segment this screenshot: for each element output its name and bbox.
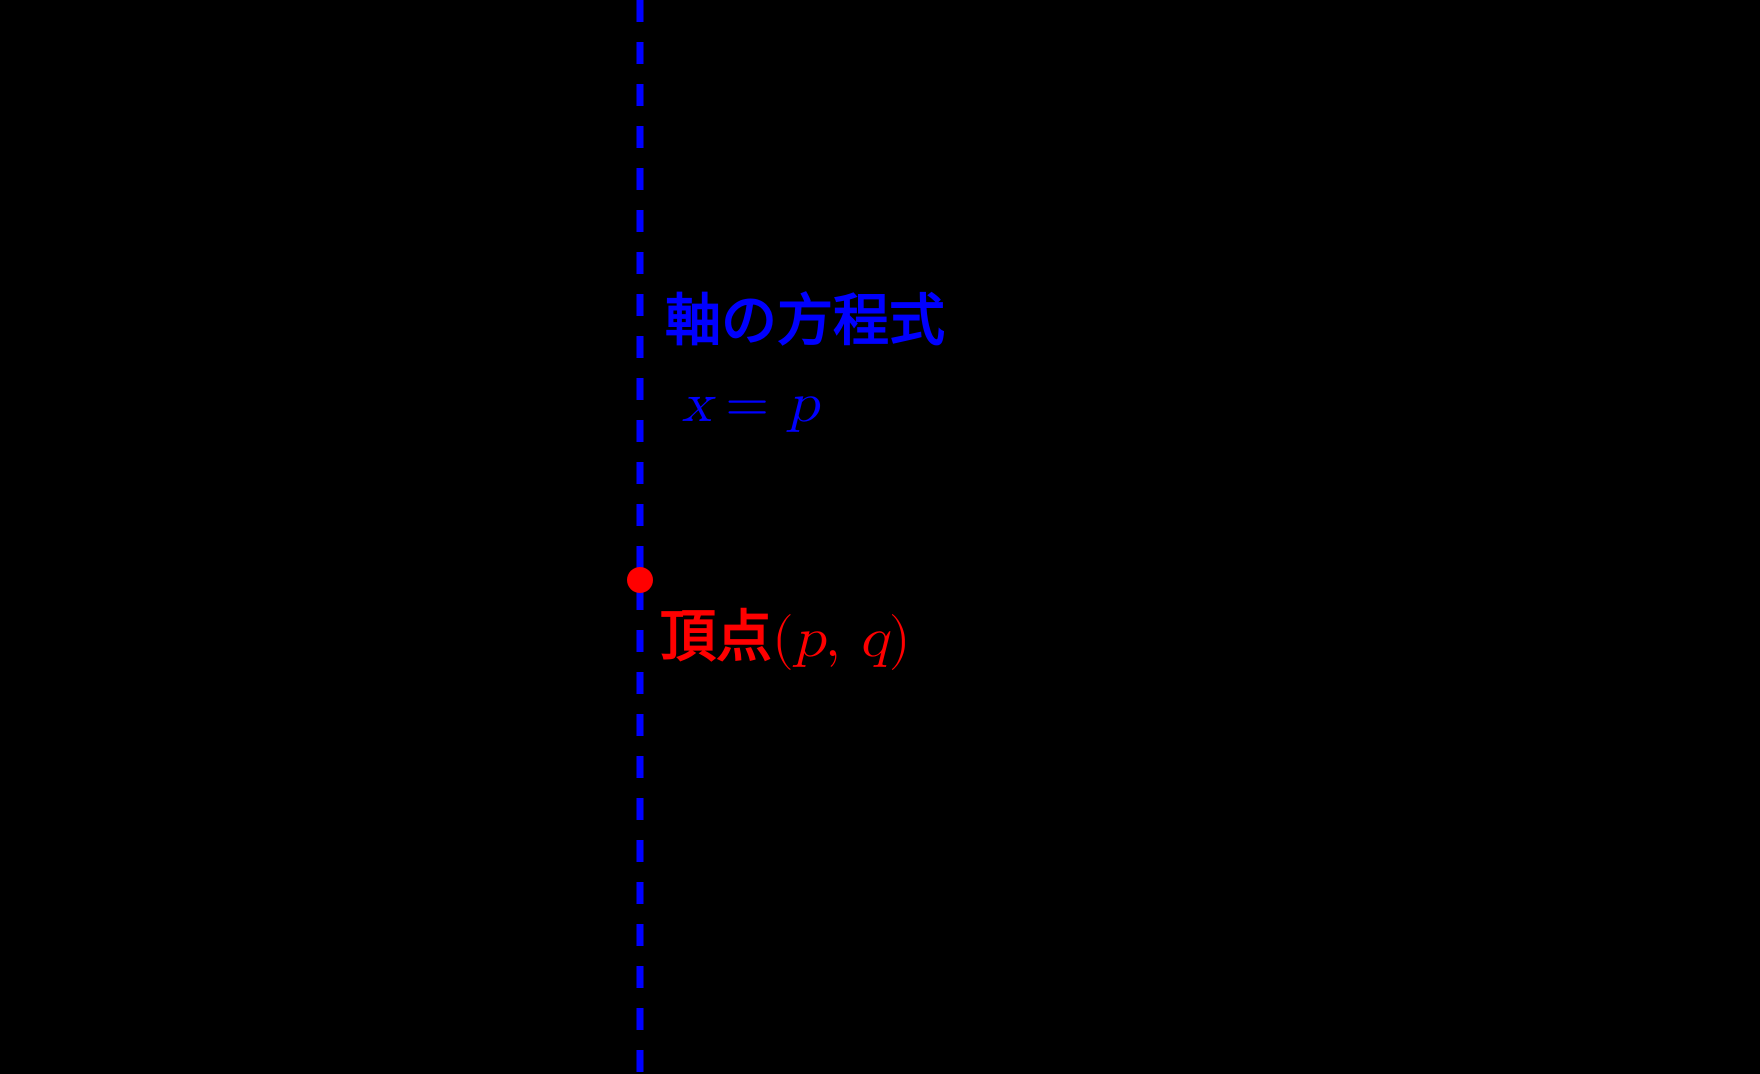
axis-equation-line1: 軸の方程式 bbox=[665, 276, 945, 357]
vertex-label-comma: , bbox=[825, 611, 859, 667]
vertex-label-var-q: q bbox=[859, 611, 889, 667]
vertex-label-open-paren: ( bbox=[772, 611, 794, 667]
axis-equation-jp: 軸の方程式 bbox=[665, 291, 945, 353]
vertex-label-jp: 頂点 bbox=[660, 607, 772, 669]
vertex-label: 頂点(p, q) bbox=[660, 592, 910, 673]
diagram-svg bbox=[0, 0, 1760, 1074]
axis-equation-line2: x = p bbox=[665, 371, 945, 438]
axis-eq-var-p: p bbox=[788, 376, 819, 432]
axis-eq-var-x: x bbox=[682, 376, 712, 432]
vertex-point bbox=[627, 567, 653, 593]
vertex-label-var-p: p bbox=[794, 611, 825, 667]
vertex-label-close-paren: ) bbox=[889, 611, 911, 667]
axis-eq-equals: = bbox=[725, 376, 787, 432]
diagram-stage: 軸の方程式 x = p 頂点(p, q) bbox=[0, 0, 1760, 1074]
axis-equation-label: 軸の方程式 x = p bbox=[665, 276, 945, 438]
